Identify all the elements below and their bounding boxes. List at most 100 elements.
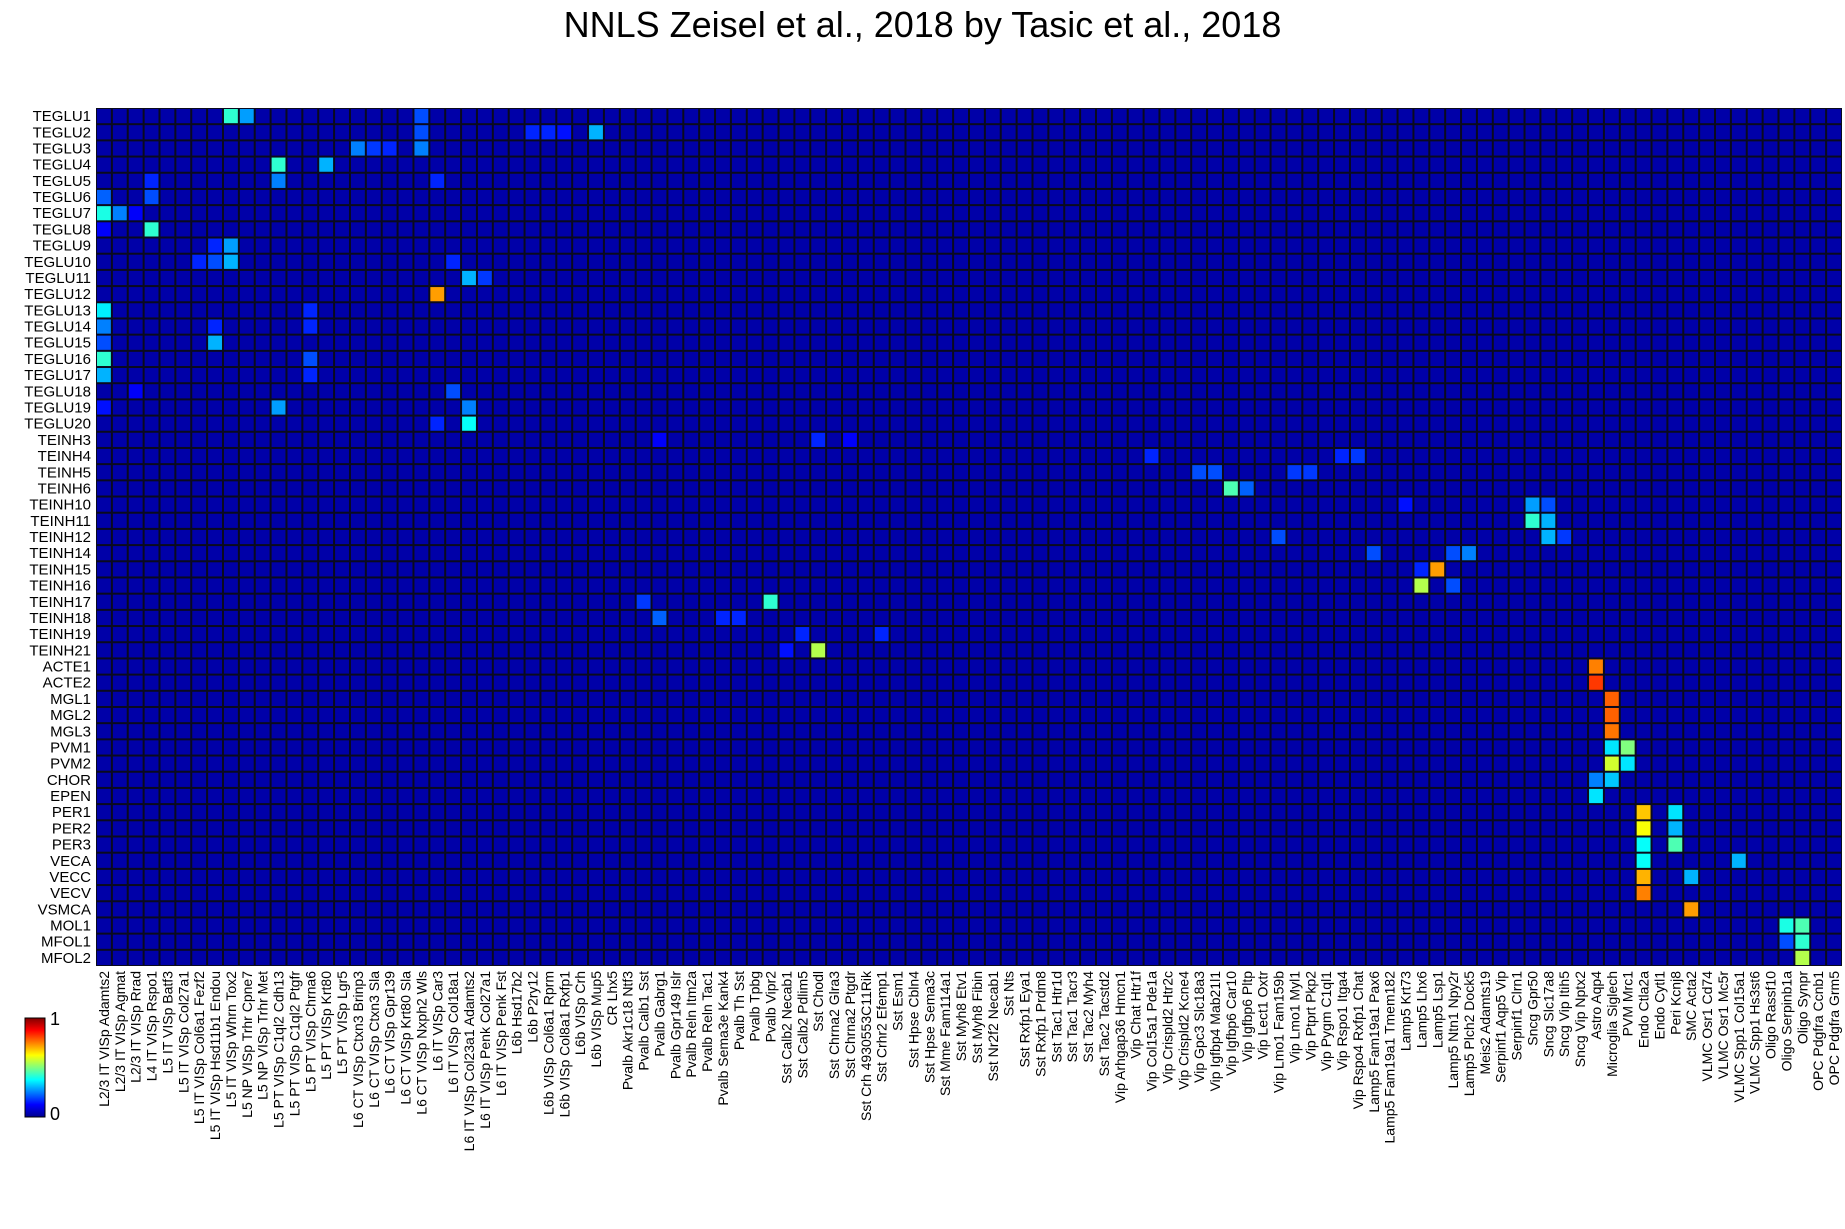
heatmap-cell <box>1731 432 1746 447</box>
heatmap-cell <box>208 238 222 253</box>
heatmap-cell <box>1366 287 1381 302</box>
heatmap-cell <box>1652 772 1667 787</box>
heatmap-cell <box>684 594 699 609</box>
heatmap-cell <box>970 821 984 836</box>
heatmap-cell <box>1462 368 1476 383</box>
heatmap-cell <box>255 497 270 512</box>
heatmap-cell <box>716 368 730 383</box>
heatmap-cell <box>985 157 1000 172</box>
heatmap-cell <box>1350 513 1365 528</box>
heatmap-cell <box>1287 529 1302 545</box>
heatmap-cell <box>1382 125 1397 140</box>
heatmap-cell <box>1271 805 1286 820</box>
heatmap-cell <box>1446 351 1461 367</box>
heatmap-cell <box>128 287 143 302</box>
heatmap-cell <box>1589 141 1603 156</box>
heatmap-cell <box>922 675 937 690</box>
heatmap-cell <box>652 384 667 399</box>
heatmap-cell <box>1557 788 1572 804</box>
heatmap-cell <box>160 287 175 302</box>
heatmap-cell <box>1795 125 1810 140</box>
heatmap-cell <box>144 416 159 431</box>
heatmap-cell <box>922 270 937 286</box>
heatmap-cell <box>1049 416 1064 431</box>
heatmap-cell <box>652 432 667 447</box>
heatmap-cell <box>1684 141 1699 156</box>
heatmap-cell <box>779 384 794 399</box>
heatmap-cell <box>97 805 111 820</box>
heatmap-cell <box>509 821 524 836</box>
heatmap-cell <box>382 740 397 755</box>
heatmap-cell <box>462 788 476 804</box>
heatmap-cell <box>97 400 111 415</box>
heatmap-cell <box>525 562 540 577</box>
heatmap-cell <box>763 643 778 658</box>
heatmap-cell <box>1684 416 1699 431</box>
heatmap-cell <box>763 238 778 253</box>
heatmap-cell <box>954 546 968 561</box>
heatmap-cell <box>589 270 603 286</box>
heatmap-cell <box>1636 109 1651 124</box>
heatmap-cell <box>1049 319 1064 334</box>
heatmap-cell <box>970 141 984 156</box>
heatmap-cell <box>192 173 207 188</box>
heatmap-cell <box>192 157 207 172</box>
heatmap-cell <box>1033 691 1048 706</box>
heatmap-cell <box>1446 772 1461 787</box>
heatmap-cell <box>890 432 905 447</box>
heatmap-cell <box>1652 335 1667 350</box>
heatmap-cell <box>1096 707 1111 723</box>
heatmap-cell <box>684 238 699 253</box>
heatmap-cell <box>1192 788 1207 804</box>
heatmap-cell <box>1255 173 1270 188</box>
heatmap-cell <box>811 821 826 836</box>
heatmap-cell <box>668 481 683 496</box>
heatmap-cell <box>827 206 842 221</box>
heatmap-cell <box>1763 805 1778 820</box>
heatmap-cell <box>1287 724 1302 739</box>
heatmap-cell <box>1493 432 1508 447</box>
heatmap-cell <box>906 643 921 658</box>
heatmap-cell <box>223 368 238 383</box>
heatmap-cell <box>874 756 889 771</box>
heatmap-cell <box>827 157 842 172</box>
heatmap-cell <box>1731 691 1746 706</box>
heatmap-cell <box>1319 643 1334 658</box>
heatmap-cell <box>1763 465 1778 480</box>
heatmap-cell <box>985 222 1000 237</box>
heatmap-cell <box>1001 319 1016 334</box>
heatmap-cell <box>1017 238 1032 253</box>
heatmap-cell <box>493 659 508 674</box>
heatmap-cell <box>319 594 334 609</box>
heatmap-cell <box>795 627 810 642</box>
heatmap-cell <box>493 125 508 140</box>
heatmap-cell <box>239 335 254 350</box>
heatmap-cell <box>255 627 270 642</box>
heatmap-cell <box>271 627 286 642</box>
heatmap-cell <box>763 837 778 852</box>
heatmap-cell <box>1096 206 1111 221</box>
heatmap-cell <box>636 189 651 205</box>
heatmap-cell <box>1144 432 1159 447</box>
heatmap-cell <box>1557 368 1572 383</box>
heatmap-cell <box>827 546 842 561</box>
heatmap-cell <box>890 756 905 771</box>
heatmap-cell <box>1398 821 1413 836</box>
heatmap-cell <box>1335 821 1349 836</box>
heatmap-cell <box>239 497 254 512</box>
heatmap-cell <box>1477 562 1492 577</box>
heatmap-cell <box>239 432 254 447</box>
heatmap-cell <box>731 837 746 852</box>
heatmap-cell <box>477 837 492 852</box>
heatmap-cell <box>589 659 603 674</box>
heatmap-cell <box>1144 675 1159 690</box>
heatmap-cell <box>1081 643 1095 658</box>
heatmap-cell <box>985 788 1000 804</box>
heatmap-cell <box>350 643 365 658</box>
heatmap-cell <box>1001 788 1016 804</box>
heatmap-cell <box>1335 707 1349 723</box>
heatmap-cell <box>700 675 715 690</box>
heatmap-cell <box>1462 627 1476 642</box>
heatmap-cell <box>1589 335 1603 350</box>
heatmap-cell <box>1541 368 1556 383</box>
